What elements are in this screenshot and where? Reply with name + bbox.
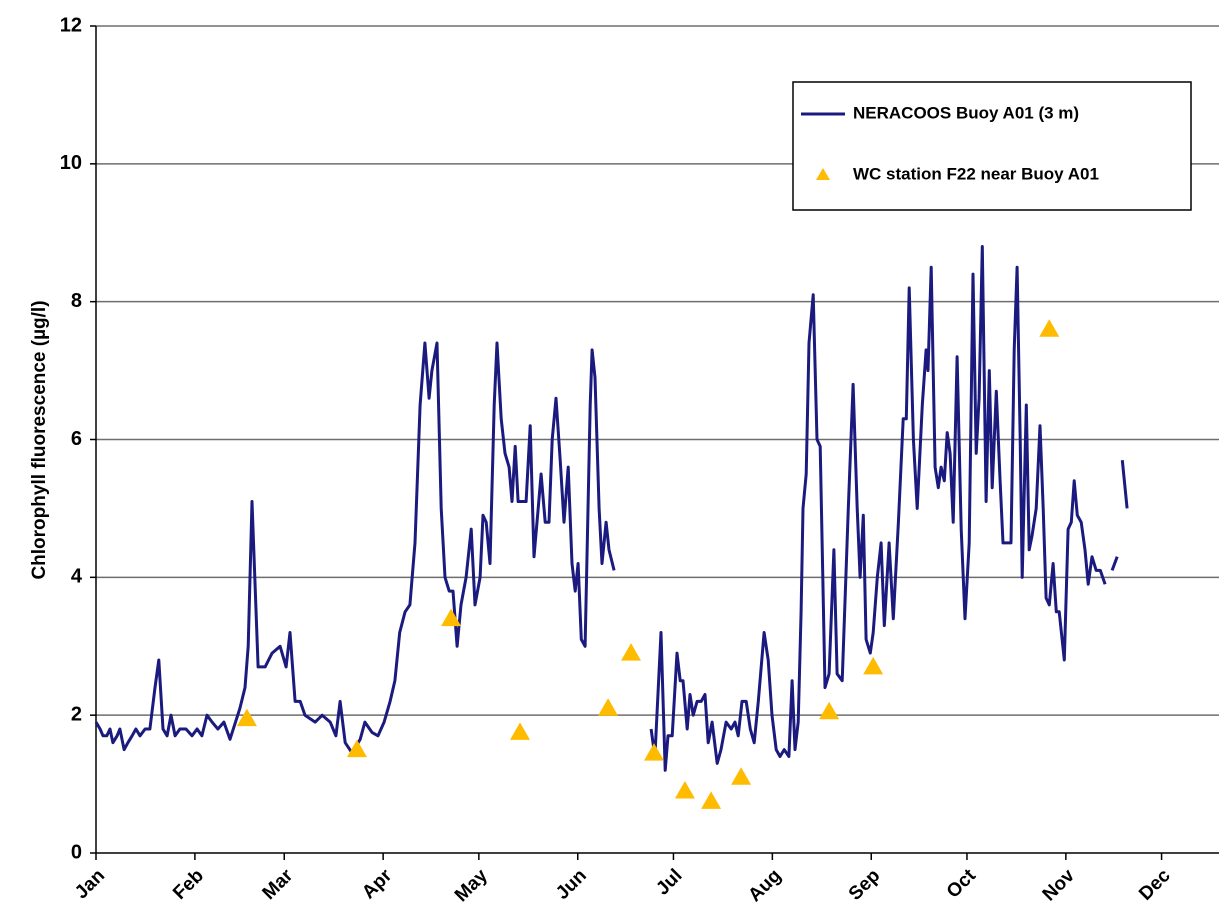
legend-label: WC station F22 near Buoy A01 xyxy=(853,164,1099,183)
data-point xyxy=(441,608,462,627)
data-point xyxy=(863,656,884,675)
x-tick-label: Dec xyxy=(1135,865,1175,905)
y-tick-label: 10 xyxy=(60,152,82,174)
data-point xyxy=(621,643,642,661)
x-tick-label: Jul xyxy=(652,865,686,899)
y-tick-label: 8 xyxy=(71,290,82,312)
x-tick-label: Mar xyxy=(259,865,298,904)
x-tick-label: Oct xyxy=(943,865,981,903)
legend-swatch xyxy=(816,168,830,180)
legend-label: NERACOOS Buoy A01 (3 m) xyxy=(853,103,1079,122)
y-tick-label: 0 xyxy=(71,841,82,863)
data-point xyxy=(346,739,367,758)
x-tick-label: Jan xyxy=(71,865,109,903)
x-tick-label: May xyxy=(451,865,492,906)
x-tick-label: Sep xyxy=(845,865,884,904)
y-tick-label: 4 xyxy=(71,566,83,588)
data-point xyxy=(1039,319,1060,337)
y-tick-label: 2 xyxy=(71,703,82,725)
x-tick-label: Apr xyxy=(358,865,396,903)
x-tick-label: Aug xyxy=(744,865,785,906)
data-point xyxy=(643,743,664,761)
x-tick-label: Jun xyxy=(552,865,591,904)
x-tick-label: Feb xyxy=(169,865,208,904)
y-axis-label: Chlorophyll fluorescence (µg/l) xyxy=(29,300,50,579)
data-point xyxy=(701,791,722,809)
x-tick-label: Nov xyxy=(1039,865,1080,906)
y-tick-label: 12 xyxy=(60,14,82,36)
data-point xyxy=(598,698,619,716)
y-tick-label: 6 xyxy=(71,428,82,450)
data-point xyxy=(674,780,695,799)
data-point xyxy=(509,722,530,740)
data-point xyxy=(731,767,752,785)
legend-box xyxy=(792,81,1192,211)
data-point xyxy=(236,708,257,727)
data-line xyxy=(94,245,1129,772)
data-point xyxy=(819,701,840,720)
